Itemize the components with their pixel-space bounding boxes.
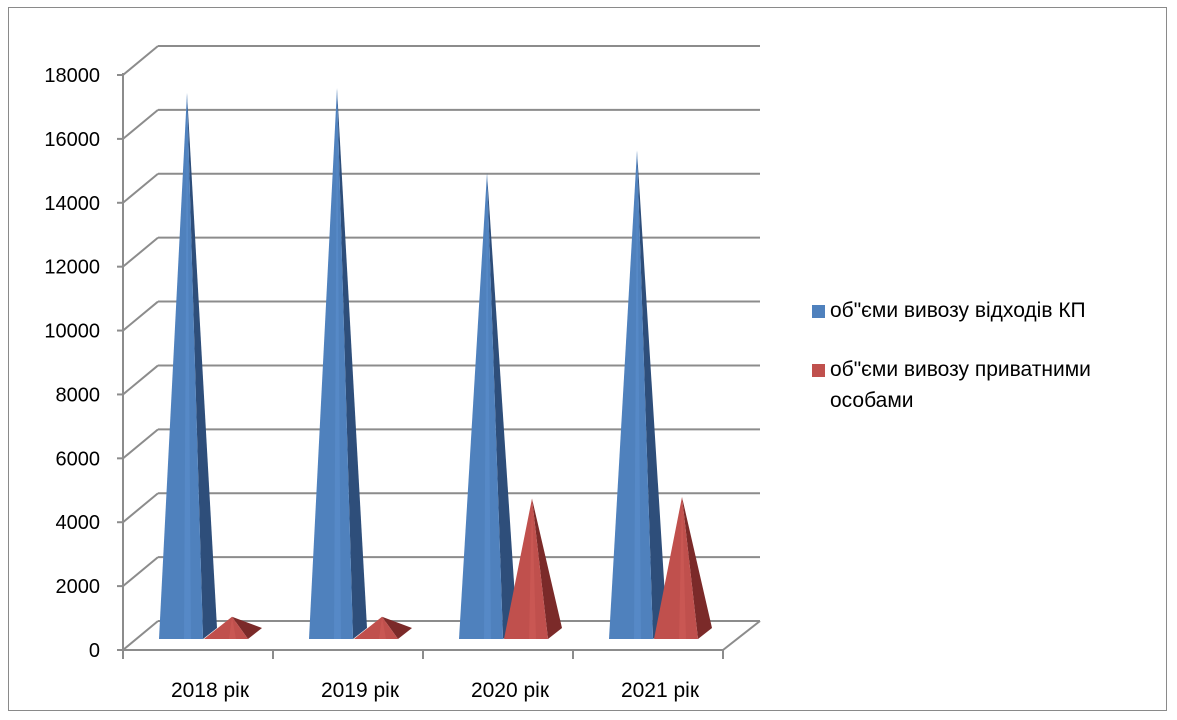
y-tick-label: 0 <box>89 640 100 662</box>
y-tick-label: 18000 <box>44 65 100 87</box>
pyramid-front-face <box>354 616 398 639</box>
pyramid-side-face <box>682 496 712 639</box>
x-category-label: 2018 рік <box>171 679 250 702</box>
y-tick-label: 4000 <box>56 512 101 534</box>
pyramid-highlight <box>484 172 491 639</box>
legend-swatch-series-2 <box>812 364 825 377</box>
pyramid-bar <box>654 496 712 639</box>
pyramid-side-face <box>187 92 217 640</box>
gridline-depth <box>122 492 159 523</box>
pyramid-highlight <box>634 150 641 639</box>
pyramid-highlight <box>184 92 191 640</box>
y-tick-label: 2000 <box>56 576 101 598</box>
gridline-depth <box>122 236 159 268</box>
grid-layer <box>122 45 761 651</box>
x-category-label: 2019 рік <box>321 679 400 702</box>
gridline-depth <box>122 364 159 396</box>
y-tick-label: 12000 <box>44 257 100 279</box>
pyramid-highlight <box>334 88 341 639</box>
pyramid-bar <box>309 88 367 639</box>
pyramid-front-face <box>654 496 698 639</box>
pyramid-front-face <box>504 498 548 639</box>
pyramid-side-face <box>382 616 412 639</box>
pyramid-highlight <box>229 616 236 639</box>
legend-item-series-2: об"єми вивозу приватними особами <box>812 354 1152 416</box>
pyramid-bar <box>459 172 517 639</box>
bars-layer <box>159 88 712 640</box>
pyramid-front-face <box>459 172 503 639</box>
label-layer: 0 2000 4000 6000 8000 10000 12000 14000 16000 180… <box>44 65 699 702</box>
y-tick-label: 8000 <box>56 384 101 406</box>
legend-label-series-1: об"єми вивозу відходів КП <box>830 299 1086 322</box>
x-category-label: 2020 рік <box>471 679 550 702</box>
pyramid-side-face <box>232 616 262 639</box>
gridline-depth <box>122 300 159 332</box>
gridline-depth <box>122 428 159 460</box>
gridline-depth <box>122 173 159 204</box>
pyramid-highlight <box>679 496 686 639</box>
legend: об"єми вивозу відходів КП об"єми вивозу … <box>812 295 1152 444</box>
y-tick-label: 14000 <box>44 193 100 215</box>
pyramid-bar <box>504 498 562 639</box>
pyramid-side-face <box>487 172 517 639</box>
pyramid-bar <box>609 150 667 639</box>
y-tick-label: 6000 <box>56 448 101 470</box>
pyramid-bar <box>204 616 262 639</box>
axis-layer <box>117 73 724 659</box>
legend-swatch-series-1 <box>812 305 825 318</box>
pyramid-side-face <box>637 150 667 639</box>
y-tick-label: 16000 <box>44 129 100 151</box>
pyramid-bar <box>354 616 412 639</box>
pyramid-highlight <box>379 616 386 639</box>
x-category-label: 2021 рік <box>621 679 700 702</box>
pyramid-front-face <box>609 150 653 639</box>
gridline-depth <box>122 109 159 140</box>
pyramid-side-face <box>337 88 367 639</box>
floor-edge <box>722 620 761 651</box>
legend-label-series-2: об"єми вивозу приватними особами <box>830 358 1091 412</box>
y-tick-label: 10000 <box>44 321 100 343</box>
pyramid-highlight <box>529 498 536 639</box>
gridline-depth <box>122 45 159 76</box>
gridline-depth <box>122 556 159 587</box>
pyramid-front-face <box>309 88 353 639</box>
pyramid-bar <box>159 92 217 640</box>
pyramid-front-face <box>159 92 203 640</box>
pyramid-side-face <box>532 498 562 639</box>
legend-item-series-1: об"єми вивозу відходів КП <box>812 295 1152 326</box>
pyramid-front-face <box>204 616 248 639</box>
gridline-depth <box>122 620 159 651</box>
